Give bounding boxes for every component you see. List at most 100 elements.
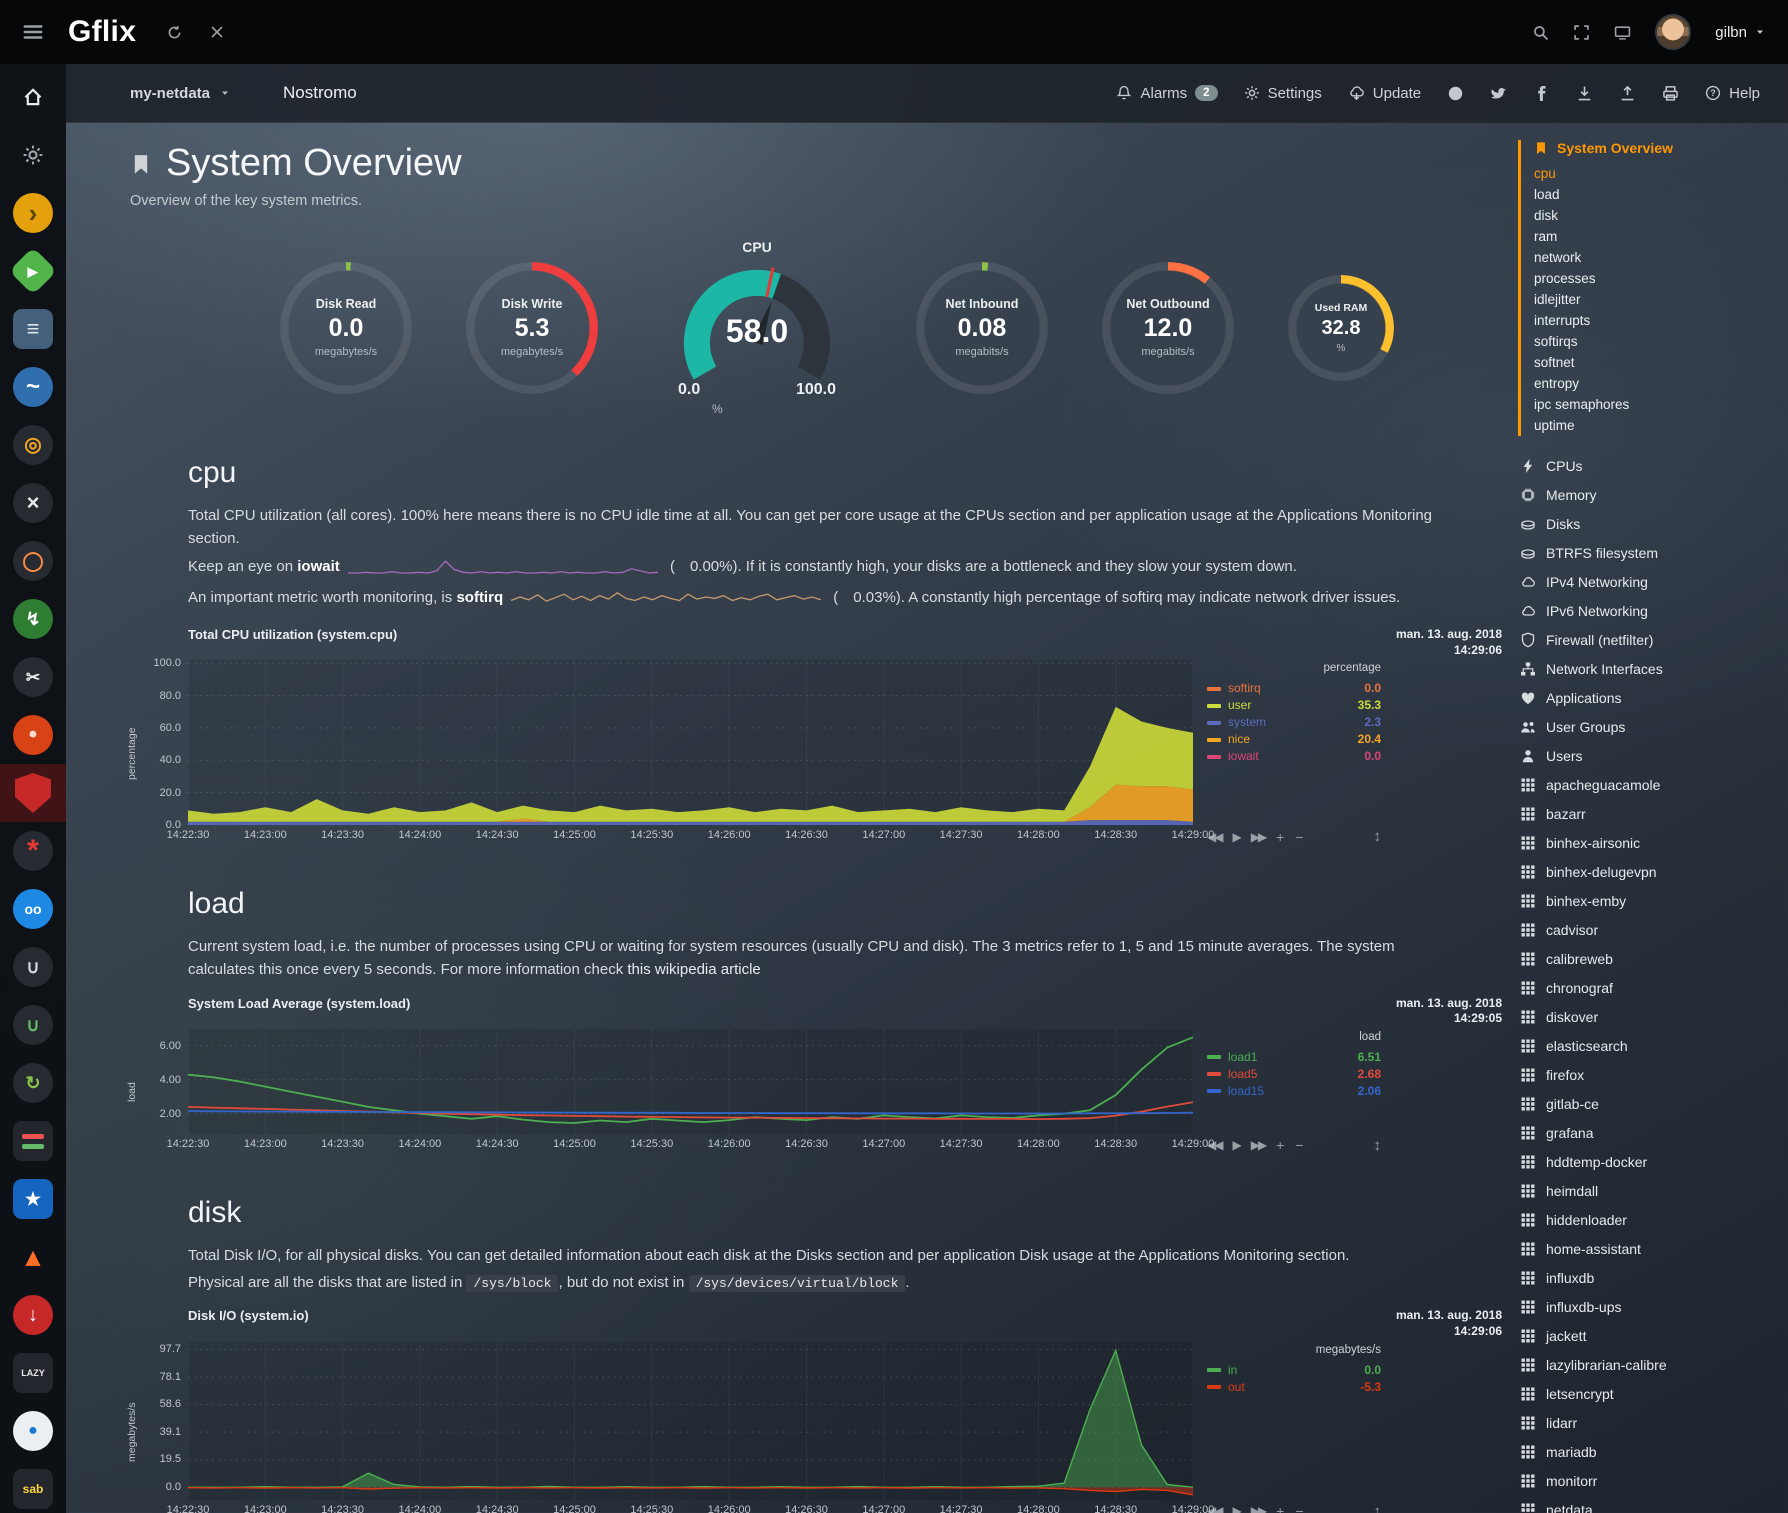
app-refresh[interactable]: ↻ <box>0 1054 66 1112</box>
app-bars[interactable] <box>0 1112 66 1170</box>
menu-subitem-ipc-semaphores[interactable]: ipc semaphores <box>1534 397 1630 412</box>
legend-item-user[interactable]: user 35.3 <box>1207 697 1381 714</box>
menu-item-monitorr[interactable]: monitorr <box>1520 1466 1780 1495</box>
menu-item-users[interactable]: Users <box>1520 741 1780 770</box>
menu-item-applications[interactable]: Applications <box>1520 683 1780 712</box>
menu-item-apacheguacamole[interactable]: apacheguacamole <box>1520 770 1780 799</box>
app-sabnzbd[interactable]: sab <box>0 1460 66 1513</box>
menu-item-mariadb[interactable]: mariadb <box>1520 1437 1780 1466</box>
menu-subitem-disk[interactable]: disk <box>1534 208 1559 223</box>
pan-backward-button[interactable]: ◀◀ <box>1207 1504 1224 1513</box>
menu-item-home-assistant[interactable]: home-assistant <box>1520 1234 1780 1263</box>
app-gitlab[interactable]: ▲ <box>0 1228 66 1286</box>
devices-icon[interactable] <box>1614 24 1631 41</box>
pan-forward-button[interactable]: ▶▶ <box>1250 1138 1268 1153</box>
legend-item-softirq[interactable]: softirq 0.0 <box>1207 680 1381 697</box>
play-button[interactable]: ▶ <box>1232 829 1241 844</box>
app-download[interactable]: ↓ <box>0 1286 66 1344</box>
facebook-icon[interactable] <box>1533 85 1550 102</box>
menu-item-lidarr[interactable]: lidarr <box>1520 1408 1780 1437</box>
resize-handle[interactable]: ↕ <box>1373 828 1382 846</box>
app-plex[interactable]: › <box>0 184 66 242</box>
menu-item-user-groups[interactable]: User Groups <box>1520 712 1780 741</box>
legend-item-iowait[interactable]: iowait 0.0 <box>1207 748 1381 765</box>
menu-icon[interactable] <box>22 21 44 43</box>
download-icon[interactable] <box>1576 85 1593 102</box>
legend-item-load5[interactable]: load5 2.68 <box>1207 1066 1381 1083</box>
help-button[interactable]: ? Help <box>1705 85 1760 102</box>
menu-subitem-idlejitter[interactable]: idlejitter <box>1534 292 1581 307</box>
menu-item-influxdb-ups[interactable]: influxdb-ups <box>1520 1292 1780 1321</box>
menu-item-cpus[interactable]: CPUs <box>1520 451 1780 480</box>
menu-subitem-load[interactable]: load <box>1534 187 1560 202</box>
update-button[interactable]: Update <box>1348 85 1421 102</box>
close-icon[interactable] <box>209 24 225 40</box>
menu-item-binhex-delugevpn[interactable]: binhex-delugevpn <box>1520 857 1780 886</box>
menu-item-elasticsearch[interactable]: elasticsearch <box>1520 1031 1780 1060</box>
gauge-used-ram[interactable]: Used RAM 32.8 % <box>1288 274 1394 381</box>
zoom-in-button[interactable]: + <box>1276 828 1285 845</box>
gauge-disk-write[interactable]: Disk Write 5.3 megabytes/s <box>466 261 598 394</box>
pan-backward-button[interactable]: ◀◀ <box>1207 829 1224 844</box>
settings-button[interactable] <box>0 126 66 184</box>
chart-canvas[interactable] <box>188 1028 1193 1134</box>
server-dropdown[interactable]: my-netdata <box>130 85 231 102</box>
menu-subitem-processes[interactable]: processes <box>1534 271 1596 286</box>
app-netdata-active[interactable] <box>0 764 66 822</box>
zoom-in-button[interactable]: + <box>1276 1137 1285 1154</box>
menu-item-lazylibrarian-calibre[interactable]: lazylibrarian-calibre <box>1520 1350 1780 1379</box>
menu-item-netdata[interactable]: netdata <box>1520 1495 1780 1513</box>
zoom-out-button[interactable]: − <box>1295 1137 1304 1154</box>
legend-item-in[interactable]: in 0.0 <box>1207 1362 1381 1379</box>
menu-item-chronograf[interactable]: chronograf <box>1520 973 1780 1002</box>
menu-item-firewall-netfilter-[interactable]: Firewall (netfilter) <box>1520 625 1780 654</box>
legend-item-load15[interactable]: load15 2.06 <box>1207 1083 1381 1100</box>
resize-handle[interactable]: ↕ <box>1373 1136 1382 1154</box>
app-ubooquity[interactable]: • <box>0 706 66 764</box>
menu-item-cadvisor[interactable]: cadvisor <box>1520 915 1780 944</box>
refresh-icon[interactable] <box>166 24 183 41</box>
legend-item-out[interactable]: out -5.3 <box>1207 1379 1381 1396</box>
app-flash[interactable]: ↯ <box>0 590 66 648</box>
app-jackett[interactable]: ◎ <box>0 416 66 474</box>
menu-item-hiddenloader[interactable]: hiddenloader <box>1520 1205 1780 1234</box>
resize-handle[interactable]: ↕ <box>1373 1502 1382 1513</box>
play-button[interactable]: ▶ <box>1232 1138 1241 1153</box>
gauge-net-outbound[interactable]: Net Outbound 12.0 megabits/s <box>1102 261 1234 394</box>
wikipedia-link[interactable]: this wikipedia article <box>627 961 761 979</box>
menu-item-network-interfaces[interactable]: Network Interfaces <box>1520 654 1780 683</box>
menu-item-letsencrypt[interactable]: letsencrypt <box>1520 1379 1780 1408</box>
menu-item-btrfs-filesystem[interactable]: BTRFS filesystem <box>1520 538 1780 567</box>
menu-subitem-network[interactable]: network <box>1534 250 1582 265</box>
menu-item-diskover[interactable]: diskover <box>1520 1002 1780 1031</box>
print-icon[interactable] <box>1662 85 1679 102</box>
app-emby[interactable]: ▶ <box>0 242 66 300</box>
app-ombi[interactable]: × <box>0 474 66 532</box>
chart-canvas[interactable] <box>188 1341 1193 1500</box>
app-snip[interactable]: ✂ <box>0 648 66 706</box>
app-airsonic[interactable]: ~ <box>0 358 66 416</box>
gauge-disk-read[interactable]: Disk Read 0.0 megabytes/s <box>280 261 412 394</box>
menu-subitem-softnet[interactable]: softnet <box>1534 355 1575 370</box>
upload-icon[interactable] <box>1619 85 1636 102</box>
user-menu[interactable]: gilbn <box>1715 24 1766 41</box>
app-asterisk[interactable]: * <box>0 822 66 880</box>
app-tautulli[interactable]: ≡ <box>0 300 66 358</box>
app-resilio[interactable]: oo <box>0 880 66 938</box>
twitter-icon[interactable] <box>1490 85 1507 102</box>
user-avatar[interactable] <box>1655 14 1692 50</box>
legend-item-load1[interactable]: load1 6.51 <box>1207 1049 1381 1066</box>
github-icon[interactable] <box>1447 85 1464 102</box>
zoom-out-button[interactable]: − <box>1295 1503 1304 1513</box>
pan-forward-button[interactable]: ▶▶ <box>1250 829 1268 844</box>
home-button[interactable] <box>0 68 66 126</box>
legend-item-nice[interactable]: nice 20.4 <box>1207 731 1381 748</box>
menu-item-grafana[interactable]: grafana <box>1520 1118 1780 1147</box>
menu-item-bazarr[interactable]: bazarr <box>1520 799 1780 828</box>
menu-item-heimdall[interactable]: heimdall <box>1520 1176 1780 1205</box>
app-heimdall[interactable]: ★ <box>0 1170 66 1228</box>
menu-subitem-interrupts[interactable]: interrupts <box>1534 313 1591 328</box>
app-u-grey[interactable]: ∪ <box>0 938 66 996</box>
gauge-net-inbound[interactable]: Net Inbound 0.08 megabits/s <box>916 261 1048 394</box>
menu-item-memory[interactable]: Memory <box>1520 480 1780 509</box>
